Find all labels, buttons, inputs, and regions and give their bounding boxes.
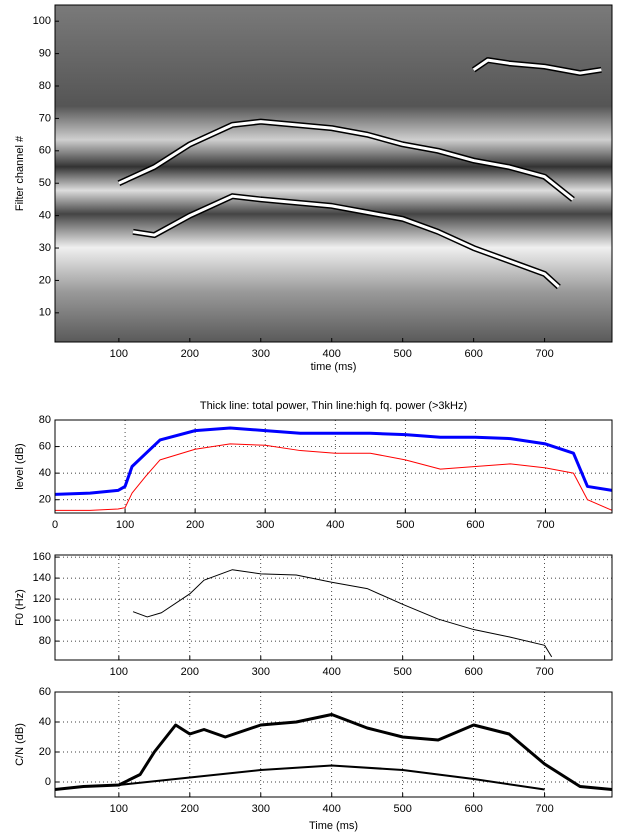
y-tick-label: 50: [39, 177, 51, 189]
y-axis-label: C/N (dB): [14, 723, 26, 766]
y-tick-label: 120: [33, 593, 51, 605]
y-tick-label: 40: [39, 210, 51, 222]
y-tick-label: 30: [39, 242, 51, 254]
x-tick-label: 0: [52, 519, 58, 531]
y-tick-label: 70: [39, 112, 51, 124]
y-tick-label: 100: [33, 614, 51, 626]
x-tick-label: 200: [181, 803, 199, 815]
x-tick-label: 400: [326, 519, 344, 531]
x-tick-label: 700: [535, 348, 553, 360]
x-tick-label: 700: [535, 666, 553, 678]
line: [132, 194, 560, 289]
chart-title: Thick line: total power, Thin line:high …: [200, 400, 467, 412]
y-axis-label: Filter channel #: [14, 135, 26, 211]
line: [118, 764, 545, 791]
x-tick-label: 200: [186, 519, 204, 531]
y-tick-label: 60: [39, 686, 51, 698]
x-tick-label: 400: [323, 666, 341, 678]
x-tick-label: 300: [252, 666, 270, 678]
x-tick-label: 600: [464, 348, 482, 360]
y-tick-label: 60: [39, 440, 51, 452]
x-tick-label: 600: [466, 519, 484, 531]
x-tick-label: 200: [181, 666, 199, 678]
plot-area: [55, 420, 612, 513]
y-axis-label: level (dB): [14, 443, 26, 489]
line: [54, 713, 613, 791]
axes-frame: [54, 691, 613, 798]
line: [54, 426, 613, 496]
plot-area: [55, 692, 612, 797]
x-tick-label: 300: [256, 519, 274, 531]
x-axis-label: time (ms): [311, 361, 357, 373]
line: [118, 120, 574, 201]
x-tick-label: 500: [396, 519, 414, 531]
x-tick-label: 600: [464, 666, 482, 678]
line: [132, 569, 553, 658]
y-axis-label: F0 (Hz): [14, 589, 26, 626]
axes-frame: [54, 419, 613, 514]
y-tick-label: 20: [39, 274, 51, 286]
x-axis-label: Time (ms): [309, 820, 358, 832]
x-tick-label: 600: [464, 803, 482, 815]
y-tick-label: 10: [39, 307, 51, 319]
y-tick-label: 140: [33, 572, 51, 584]
y-tick-label: 160: [33, 551, 51, 563]
x-tick-label: 700: [535, 803, 553, 815]
y-tick-label: 0: [45, 776, 51, 788]
x-tick-label: 200: [181, 348, 199, 360]
y-tick-label: 20: [39, 494, 51, 506]
axes-frame: [54, 554, 613, 661]
y-tick-label: 80: [39, 635, 51, 647]
line: [55, 443, 613, 511]
line: [472, 58, 602, 75]
x-tick-label: 400: [323, 348, 341, 360]
x-tick-label: 700: [536, 519, 554, 531]
plot-area: [55, 555, 612, 660]
x-tick-label: 400: [323, 803, 341, 815]
x-tick-label: 100: [110, 803, 128, 815]
y-tick-label: 90: [39, 48, 51, 60]
y-tick-label: 80: [39, 80, 51, 92]
y-tick-label: 100: [33, 15, 51, 27]
x-tick-label: 500: [394, 803, 412, 815]
y-tick-label: 80: [39, 414, 51, 426]
x-tick-label: 500: [394, 666, 412, 678]
x-tick-label: 500: [394, 348, 412, 360]
x-tick-label: 300: [252, 348, 270, 360]
axes-frame: [54, 4, 613, 343]
y-tick-label: 60: [39, 145, 51, 157]
x-tick-label: 300: [252, 803, 270, 815]
y-tick-label: 40: [39, 716, 51, 728]
x-tick-label: 100: [110, 666, 128, 678]
x-tick-label: 100: [116, 519, 134, 531]
y-tick-label: 40: [39, 467, 51, 479]
y-tick-label: 20: [39, 746, 51, 758]
spectrogram: [55, 5, 612, 342]
x-tick-label: 100: [110, 348, 128, 360]
